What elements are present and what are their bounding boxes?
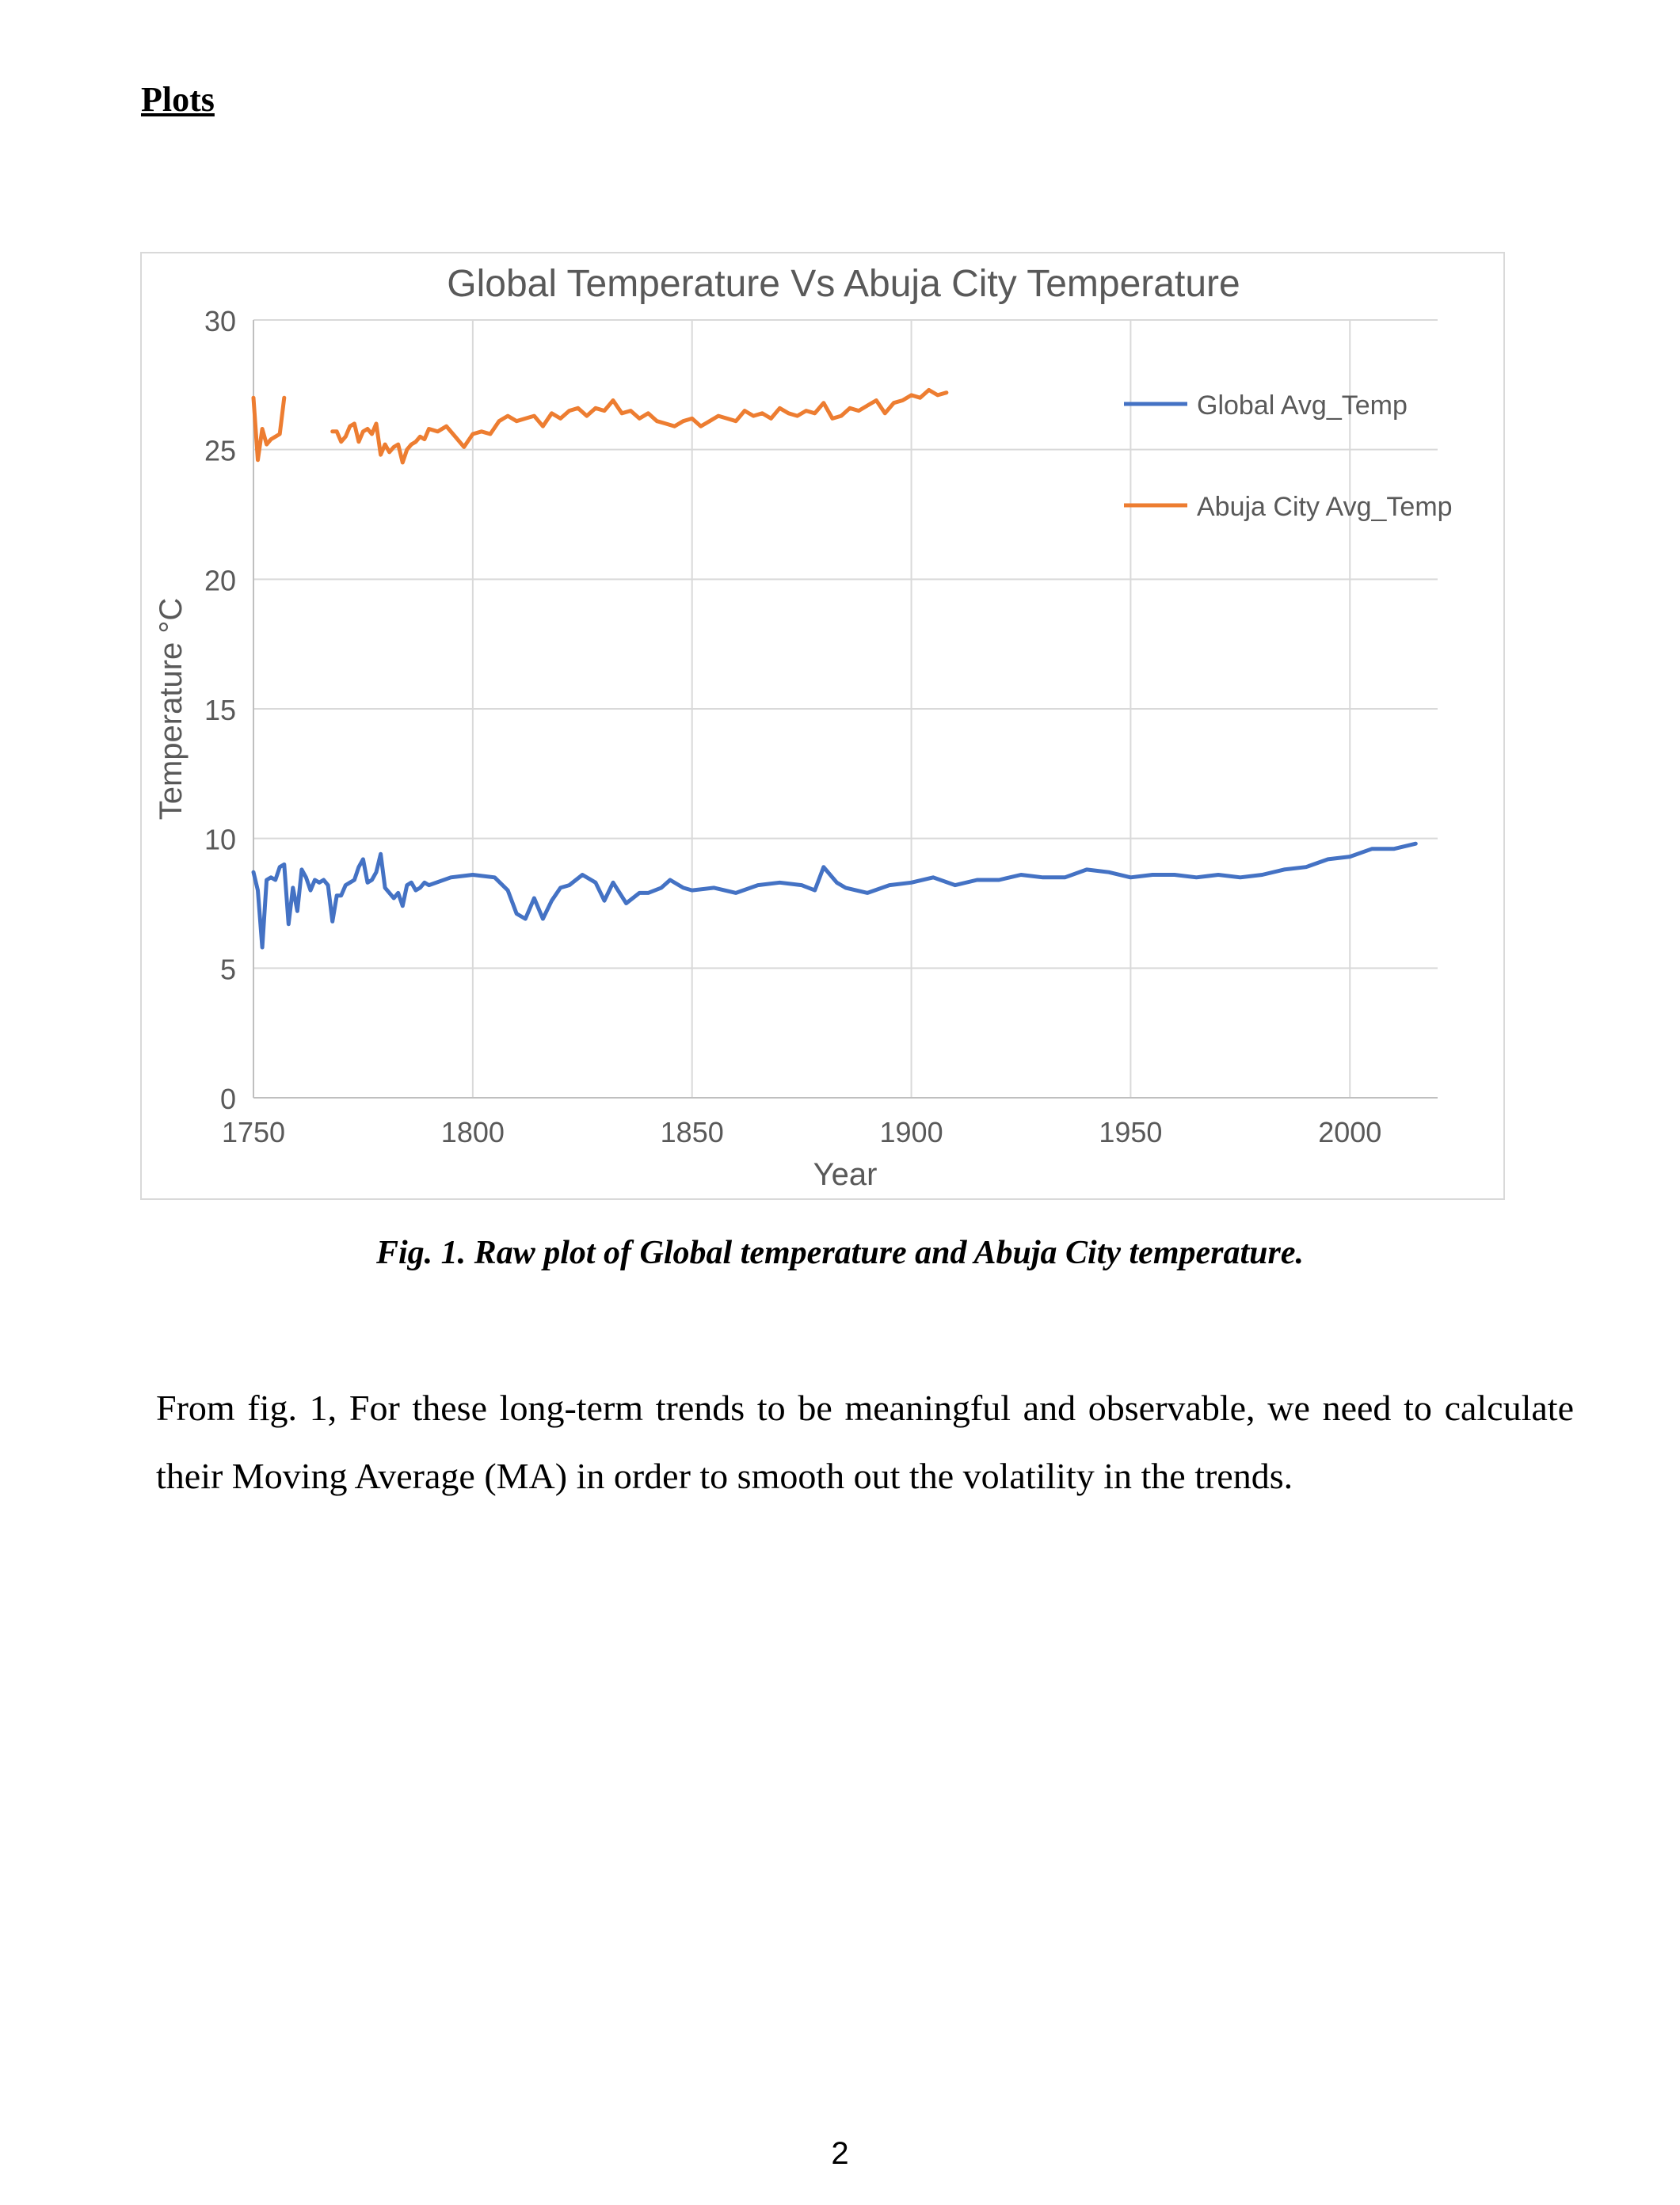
y-tick-label: 5 (220, 953, 236, 985)
x-tick-label: 1800 (441, 1116, 505, 1148)
figure-caption: Fig. 1. Raw plot of Global temperature a… (376, 1235, 1304, 1271)
y-tick-label: 20 (204, 564, 236, 596)
page-number: 2 (831, 2136, 849, 2171)
y-axis-label: Temperature °C (154, 598, 189, 821)
x-tick-label: 2000 (1318, 1116, 1381, 1148)
x-tick-label: 1750 (222, 1116, 285, 1148)
x-axis-label: Year (813, 1157, 878, 1192)
y-tick-label: 0 (220, 1083, 236, 1115)
y-tick-label: 30 (204, 305, 236, 337)
body-paragraph: From fig. 1, For these long-term trends … (156, 1388, 1574, 1496)
legend-label: Abuja City Avg_Temp (1197, 492, 1453, 522)
chart-grid (253, 319, 1438, 1098)
x-tick-label: 1850 (661, 1116, 724, 1148)
y-tick-label: 25 (204, 435, 236, 467)
series-abuja-line (330, 387, 949, 465)
chart-frame: 0 5 10 15 20 25 30 1750 1800 1850 1900 1950 2000 Glo… (140, 252, 1505, 1200)
chart-title: Global Temperature Vs Abuja City Tempera… (447, 263, 1240, 305)
series-global-line (251, 841, 1418, 950)
series-abuja-line (251, 395, 287, 463)
line-chart: 0 5 10 15 20 25 30 1750 1800 1850 1900 1950 2000 Glo… (154, 263, 1453, 1192)
chart-legend: Global Avg_Temp Abuja City Avg_Temp (1124, 390, 1453, 522)
x-tick-label: 1900 (880, 1116, 943, 1148)
y-tick-label: 15 (204, 694, 236, 726)
legend-label: Global Avg_Temp (1197, 390, 1408, 421)
y-tick-label: 10 (204, 824, 236, 856)
section-heading: Plots (141, 80, 215, 119)
chart-axes: 0 5 10 15 20 25 30 1750 1800 1850 1900 1950 2000 (204, 305, 1438, 1148)
x-tick-label: 1950 (1099, 1116, 1162, 1148)
chart-series (251, 387, 1418, 950)
